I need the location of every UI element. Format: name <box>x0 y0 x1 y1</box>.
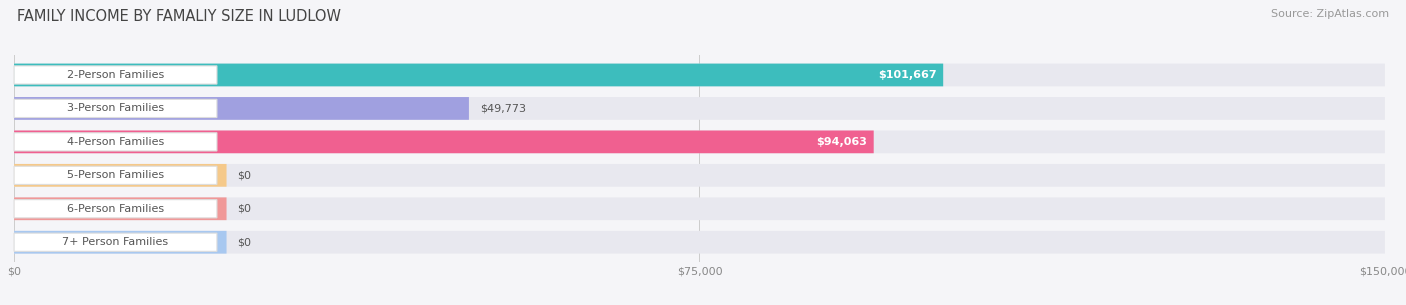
Text: FAMILY INCOME BY FAMALIY SIZE IN LUDLOW: FAMILY INCOME BY FAMALIY SIZE IN LUDLOW <box>17 9 340 24</box>
FancyBboxPatch shape <box>14 231 226 253</box>
FancyBboxPatch shape <box>14 64 1385 86</box>
Text: 6-Person Families: 6-Person Families <box>67 204 165 214</box>
FancyBboxPatch shape <box>14 164 226 187</box>
FancyBboxPatch shape <box>14 99 217 117</box>
Text: $94,063: $94,063 <box>815 137 868 147</box>
FancyBboxPatch shape <box>14 97 1385 120</box>
Text: 4-Person Families: 4-Person Families <box>67 137 165 147</box>
FancyBboxPatch shape <box>14 164 1385 187</box>
FancyBboxPatch shape <box>14 64 943 86</box>
Text: $49,773: $49,773 <box>479 103 526 113</box>
Text: $0: $0 <box>238 237 252 247</box>
Text: 5-Person Families: 5-Person Families <box>67 170 165 180</box>
FancyBboxPatch shape <box>14 233 217 251</box>
FancyBboxPatch shape <box>14 133 217 151</box>
Text: $0: $0 <box>238 204 252 214</box>
Text: Source: ZipAtlas.com: Source: ZipAtlas.com <box>1271 9 1389 19</box>
FancyBboxPatch shape <box>14 197 1385 220</box>
Text: 2-Person Families: 2-Person Families <box>67 70 165 80</box>
Text: 3-Person Families: 3-Person Families <box>67 103 165 113</box>
FancyBboxPatch shape <box>14 231 1385 253</box>
FancyBboxPatch shape <box>14 197 226 220</box>
FancyBboxPatch shape <box>14 97 470 120</box>
Text: $0: $0 <box>238 170 252 180</box>
FancyBboxPatch shape <box>14 166 217 185</box>
FancyBboxPatch shape <box>14 131 1385 153</box>
FancyBboxPatch shape <box>14 200 217 218</box>
Text: $101,667: $101,667 <box>877 70 936 80</box>
Text: 7+ Person Families: 7+ Person Families <box>62 237 169 247</box>
FancyBboxPatch shape <box>14 66 217 84</box>
FancyBboxPatch shape <box>14 131 873 153</box>
